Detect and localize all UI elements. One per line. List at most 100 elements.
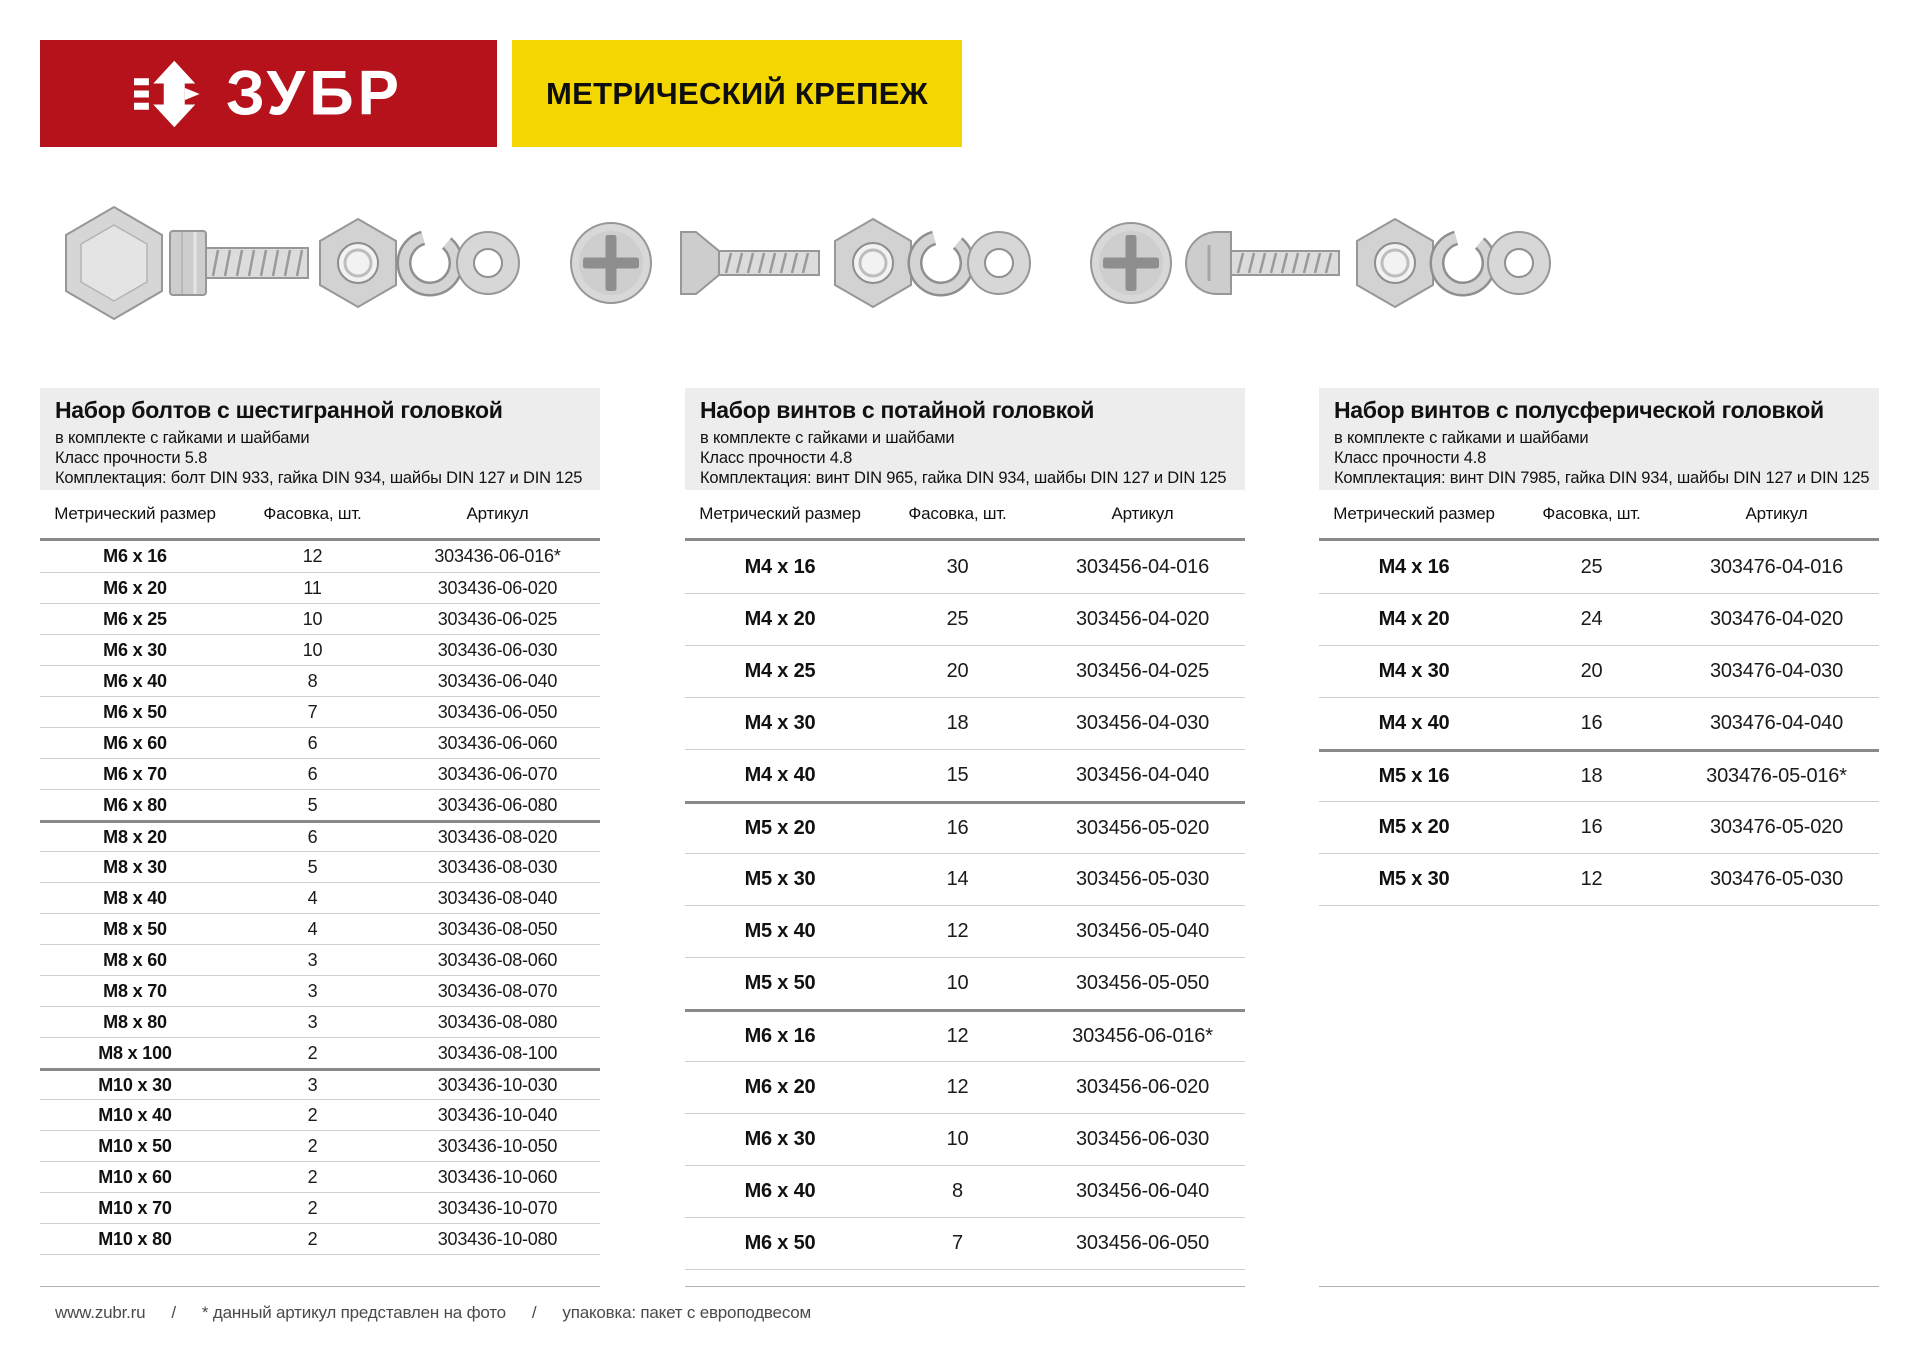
qty-cell: 2 xyxy=(307,1042,318,1063)
table-row: M5 x 30 12 303476-05-030 xyxy=(1319,853,1879,905)
article-cell: 303436-08-050 xyxy=(437,918,558,939)
qty-cell: 2 xyxy=(307,1166,318,1187)
size-cell: M10 x 40 xyxy=(98,1104,172,1125)
table-row: M8 x 60 3 303436-08-060 xyxy=(40,944,600,975)
article-cell: 303436-10-070 xyxy=(437,1197,558,1218)
table-row: M4 x 20 24 303476-04-020 xyxy=(1319,593,1879,645)
flat-washer-photo xyxy=(967,231,1031,295)
product-photos-hex-bolts xyxy=(52,178,522,350)
article-cell: 303436-06-030 xyxy=(437,639,558,660)
size-cell: M4 x 20 xyxy=(744,608,816,630)
qty-cell: 30 xyxy=(946,555,969,578)
article-cell: 303436-08-040 xyxy=(437,887,558,908)
product-subtitle: в комплекте с гайками и шайбами xyxy=(1334,429,1589,447)
product-info-box: Набор винтов с потайной головкой в компл… xyxy=(685,388,1245,490)
qty-cell: 24 xyxy=(1580,608,1603,630)
article-cell: 303436-06-050 xyxy=(437,701,558,722)
article-cell: 303436-06-080 xyxy=(437,794,558,815)
table-row: M4 x 25 20 303456-04-025 xyxy=(685,645,1245,697)
col-header-size: Метрический размер xyxy=(699,504,861,523)
table-row: M6 x 16 12 303456-06-016* xyxy=(685,1009,1245,1061)
hex-nut-photo xyxy=(1355,217,1435,309)
size-cell: M6 x 30 xyxy=(744,1128,816,1150)
table-row: M8 x 20 6 303436-08-020 xyxy=(40,820,600,851)
table-row: M6 x 30 10 303456-06-030 xyxy=(685,1113,1245,1165)
table-row: M8 x 30 5 303436-08-030 xyxy=(40,851,600,882)
qty-cell: 18 xyxy=(1580,765,1603,787)
size-cell: M6 x 70 xyxy=(103,763,167,784)
table-row: M6 x 30 10 303436-06-030 xyxy=(40,634,600,665)
kit-contents: Комплектация: винт DIN 965, гайка DIN 93… xyxy=(700,469,1227,487)
article-cell: 303436-06-040 xyxy=(437,670,558,691)
qty-cell: 16 xyxy=(1580,712,1603,734)
table-row: M4 x 16 30 303456-04-016 xyxy=(685,541,1245,593)
article-cell: 303436-10-040 xyxy=(437,1104,558,1125)
table-row: M8 x 40 4 303436-08-040 xyxy=(40,882,600,913)
size-cell: M6 x 50 xyxy=(744,1232,816,1254)
table-row: M10 x 60 2 303436-10-060 xyxy=(40,1161,600,1192)
size-cell: M5 x 30 xyxy=(1378,868,1450,890)
product-subtitle: в комплекте с гайками и шайбами xyxy=(55,429,310,447)
size-cell: M4 x 30 xyxy=(744,712,816,734)
size-cell: M6 x 20 xyxy=(744,1076,816,1098)
article-cell: 303476-05-030 xyxy=(1709,868,1844,890)
table-row: M6 x 16 12 303436-06-016* xyxy=(40,541,600,572)
website-link[interactable]: www.zubr.ru xyxy=(55,1303,146,1322)
qty-cell: 3 xyxy=(307,1011,318,1032)
article-cell: 303436-10-060 xyxy=(437,1166,558,1187)
hex-bolt-head-photo xyxy=(65,206,163,320)
article-cell: 303476-05-016* xyxy=(1706,765,1847,787)
section-hex-bolts: Набор болтов с шестигранной головкой в к… xyxy=(40,388,600,1255)
qty-cell: 2 xyxy=(307,1135,318,1156)
qty-cell: 12 xyxy=(946,1076,969,1098)
product-title: Набор болтов с шестигранной головкой xyxy=(55,397,503,423)
section-countersunk-screws: Набор винтов с потайной головкой в компл… xyxy=(685,388,1245,1270)
flat-washer-photo xyxy=(1487,231,1551,295)
table-header-row: Метрический размер Фасовка, шт. Артикул xyxy=(685,490,1245,541)
col-header-article: Артикул xyxy=(1111,504,1174,523)
table-row: M5 x 20 16 303456-05-020 xyxy=(685,801,1245,853)
size-cell: M10 x 80 xyxy=(98,1228,172,1249)
size-cell: M10 x 30 xyxy=(98,1074,172,1095)
table-row: M6 x 20 11 303436-06-020 xyxy=(40,572,600,603)
article-cell: 303476-04-030 xyxy=(1709,660,1844,682)
size-cell: M8 x 30 xyxy=(103,856,167,877)
qty-cell: 20 xyxy=(1580,660,1603,682)
table-row: M6 x 40 8 303436-06-040 xyxy=(40,665,600,696)
size-cell: M8 x 50 xyxy=(103,918,167,939)
article-cell: 303476-05-020 xyxy=(1709,816,1844,838)
article-cell: 303456-06-016* xyxy=(1072,1025,1213,1047)
size-cell: M6 x 16 xyxy=(103,546,167,566)
table-header-row: Метрический размер Фасовка, шт. Артикул xyxy=(1319,490,1879,541)
qty-cell: 12 xyxy=(1580,868,1603,890)
footer-divider xyxy=(40,1286,600,1287)
table-row: M5 x 40 12 303456-05-040 xyxy=(685,905,1245,957)
qty-cell: 3 xyxy=(307,949,318,970)
size-cell: M4 x 25 xyxy=(744,660,816,682)
size-cell: M8 x 70 xyxy=(103,980,167,1001)
table-row: M4 x 16 25 303476-04-016 xyxy=(1319,541,1879,593)
footer-divider xyxy=(685,1286,1245,1287)
qty-cell: 25 xyxy=(1580,555,1603,578)
col-header-size: Метрический размер xyxy=(1333,504,1495,523)
page-header: ЗУБР МЕТРИЧЕСКИЙ КРЕПЕЖ xyxy=(40,40,962,147)
strength-class: Класс прочности 4.8 xyxy=(700,449,853,467)
size-cell: M4 x 20 xyxy=(1378,608,1450,630)
size-cell: M10 x 50 xyxy=(98,1135,172,1156)
table-row: M8 x 70 3 303436-08-070 xyxy=(40,975,600,1006)
qty-cell: 10 xyxy=(302,639,323,660)
size-cell: M4 x 40 xyxy=(744,764,816,786)
hex-nut-photo xyxy=(318,217,398,309)
size-cell: M4 x 16 xyxy=(744,555,816,578)
size-cell: M4 x 40 xyxy=(1378,712,1450,734)
col-header-article: Артикул xyxy=(1745,504,1808,523)
size-cell: M8 x 40 xyxy=(103,887,167,908)
article-cell: 303436-10-030 xyxy=(437,1074,558,1095)
article-cell: 303436-08-030 xyxy=(437,856,558,877)
table-row: M8 x 100 2 303436-08-100 xyxy=(40,1037,600,1068)
size-cell: M5 x 20 xyxy=(1378,816,1450,838)
product-subtitle: в комплекте с гайками и шайбами xyxy=(700,429,955,447)
qty-cell: 3 xyxy=(307,980,318,1001)
qty-cell: 6 xyxy=(307,763,318,784)
article-cell: 303476-04-020 xyxy=(1709,608,1844,630)
